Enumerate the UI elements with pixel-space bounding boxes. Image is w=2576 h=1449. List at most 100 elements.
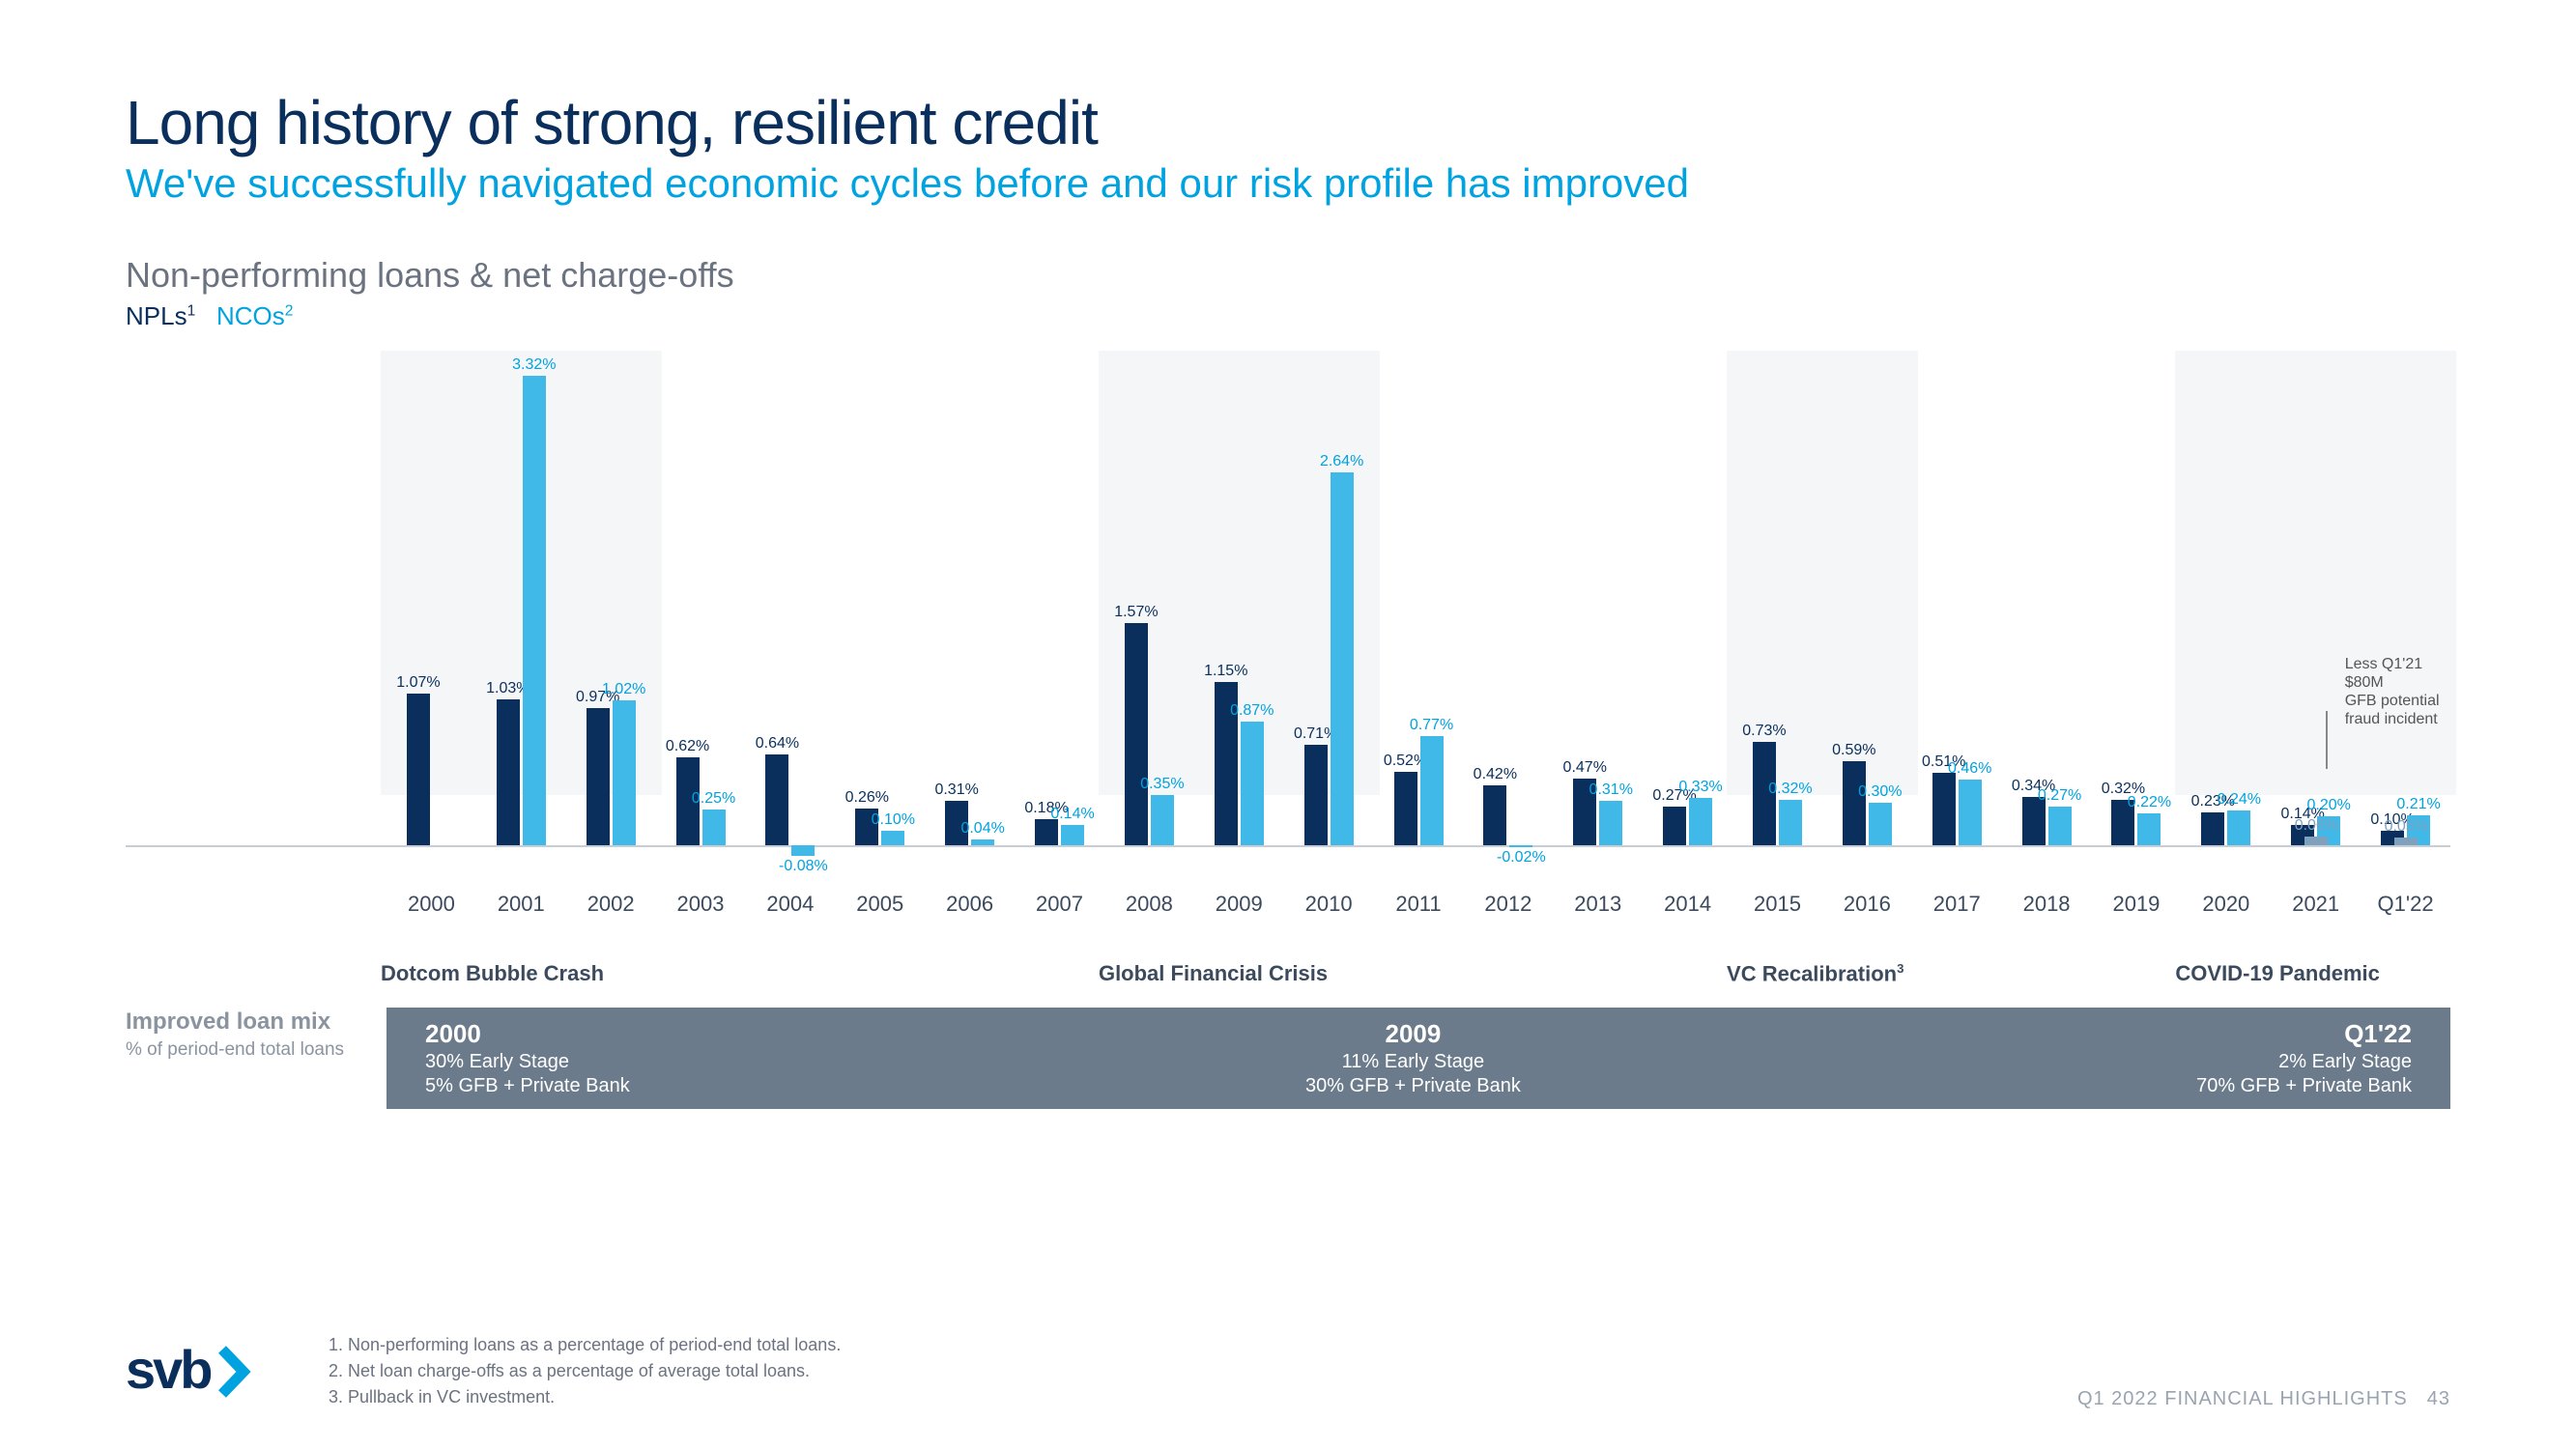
bar-value-label: -0.08% — [778, 858, 828, 875]
bar-value-label: 0.14% — [1047, 806, 1098, 823]
bar-value-label: 0.05% — [2385, 818, 2427, 836]
footer-right: Q1 2022 FINANCIAL HIGHLIGHTS43 — [2077, 1388, 2450, 1410]
chart-bar — [2227, 810, 2250, 844]
bar-value-label: 0.59% — [1829, 742, 1879, 759]
chart-bar — [1779, 800, 1802, 845]
chart-bar — [587, 708, 610, 845]
year-label: 2001 — [476, 892, 566, 917]
chart-bar — [613, 700, 636, 844]
footnote: 1. Non-performing loans as a percentage … — [329, 1332, 841, 1358]
bar-value-label: 1.02% — [599, 681, 649, 698]
year-label: 2005 — [835, 892, 925, 917]
loan-mix-bar: 200030% Early Stage5% GFB + Private Bank… — [386, 1008, 2450, 1109]
year-label: 2016 — [1822, 892, 1912, 917]
chart-bar — [497, 699, 520, 845]
bar-value-label: 0.20% — [2304, 797, 2354, 814]
period-label: Global Financial Crisis — [1099, 961, 1328, 986]
year-label: Q1'22 — [2361, 892, 2450, 917]
year-label: 2009 — [1194, 892, 1284, 917]
page-subtitle: We've successfully navigated economic cy… — [126, 160, 2450, 207]
chart-bar — [881, 831, 904, 845]
fraud-annotation: Less Q1'21 $80MGFB potentialfraud incide… — [2345, 655, 2450, 729]
chart-bar — [1932, 773, 1956, 845]
chart-bar — [1689, 798, 1712, 844]
bar-value-label: 0.04% — [958, 820, 1008, 838]
bar-value-label: 0.31% — [1586, 781, 1636, 799]
chart-bar — [1331, 472, 1354, 845]
bar-value-label: 3.32% — [509, 356, 559, 374]
bar-value-label: 0.31% — [931, 781, 982, 799]
chart-bar — [791, 845, 815, 857]
chart-bar — [1304, 745, 1328, 845]
bar-value-label: 0.35% — [1137, 776, 1188, 793]
bar-value-label: 0.62% — [663, 738, 713, 755]
bar-value-label: 0.64% — [752, 735, 802, 753]
period-label: Dotcom Bubble Crash — [381, 961, 604, 986]
chart-bar — [1394, 772, 1417, 845]
chart-bar — [1483, 785, 1506, 844]
loan-mix-item: 200030% Early Stage5% GFB + Private Bank — [425, 1019, 630, 1097]
bar-value-label: 0.22% — [2124, 794, 2174, 811]
year-label: 2003 — [656, 892, 746, 917]
bar-value-label: 1.07% — [393, 674, 444, 692]
year-label: 2020 — [2181, 892, 2271, 917]
chart-legend: NPLs1 NCOs2 — [126, 301, 2450, 331]
year-label: 2017 — [1912, 892, 2002, 917]
chart-bar — [1959, 780, 1982, 844]
bar-value-label: 0.32% — [1765, 781, 1816, 798]
bar-value-label: 0.27% — [2035, 787, 2085, 805]
chart-bar — [2201, 812, 2224, 845]
year-label: 2021 — [2271, 892, 2361, 917]
chart-bar — [1061, 825, 1084, 844]
year-label: 2013 — [1553, 892, 1643, 917]
bar-value-label: 0.10% — [868, 811, 918, 829]
chart-bar — [1151, 795, 1174, 844]
year-label: 2019 — [2092, 892, 2182, 917]
year-label: 2007 — [1015, 892, 1104, 917]
bar-value-label: 0.21% — [2393, 796, 2444, 813]
period-label: VC Recalibration3 — [1727, 961, 1903, 986]
chart-bar-adjusted — [2304, 837, 2328, 845]
year-label: 2018 — [2002, 892, 2092, 917]
year-label: 2014 — [1643, 892, 1732, 917]
year-label: 2000 — [386, 892, 476, 917]
bar-value-label: 2.64% — [1317, 453, 1367, 470]
bar-value-label: 0.77% — [1407, 717, 1457, 734]
chart-bar — [1599, 801, 1622, 844]
bar-value-label: 0.24% — [2214, 791, 2264, 809]
bar-value-label: 0.06% — [2295, 817, 2337, 835]
chart-bar — [702, 810, 726, 845]
legend-nco: NCOs2 — [216, 301, 293, 330]
chart-bar — [1663, 807, 1686, 844]
chart-bar — [1420, 736, 1444, 845]
bar-value-label: 1.15% — [1201, 663, 1251, 680]
chart-bar — [971, 839, 994, 845]
year-label: 2011 — [1374, 892, 1464, 917]
bar-value-label: 0.87% — [1227, 702, 1277, 720]
loan-mix-row: Improved loan mix % of period-end total … — [126, 1008, 2450, 1109]
chart-bar — [2048, 807, 2072, 844]
chart-bar — [1869, 803, 1892, 845]
credit-chart: Dotcom Bubble CrashGlobal Financial Cris… — [126, 351, 2450, 969]
bar-value-label: 0.26% — [842, 789, 892, 807]
footnote: 3. Pullback in VC investment. — [329, 1384, 841, 1410]
bar-value-label: 0.73% — [1739, 723, 1789, 740]
year-label: 2012 — [1463, 892, 1553, 917]
chart-bar — [1125, 623, 1148, 844]
year-label: 2010 — [1284, 892, 1374, 917]
loan-mix-heading: Improved loan mix % of period-end total … — [126, 1008, 386, 1109]
chart-bar — [2137, 813, 2161, 844]
year-label: 2008 — [1104, 892, 1194, 917]
chart-bar — [1843, 761, 1866, 844]
footnotes: 1. Non-performing loans as a percentage … — [329, 1332, 841, 1410]
year-label: 2006 — [925, 892, 1015, 917]
chart-bar — [1241, 722, 1264, 844]
chart-bar — [523, 376, 546, 844]
year-label: 2015 — [1732, 892, 1822, 917]
bar-value-label: 0.47% — [1560, 759, 1610, 777]
footnote: 2. Net loan charge-offs as a percentage … — [329, 1358, 841, 1384]
bar-value-label: 0.25% — [689, 790, 739, 808]
bar-value-label: 0.30% — [1855, 783, 1905, 801]
page-title: Long history of strong, resilient credit — [126, 87, 2450, 158]
chart-bar — [407, 694, 430, 844]
